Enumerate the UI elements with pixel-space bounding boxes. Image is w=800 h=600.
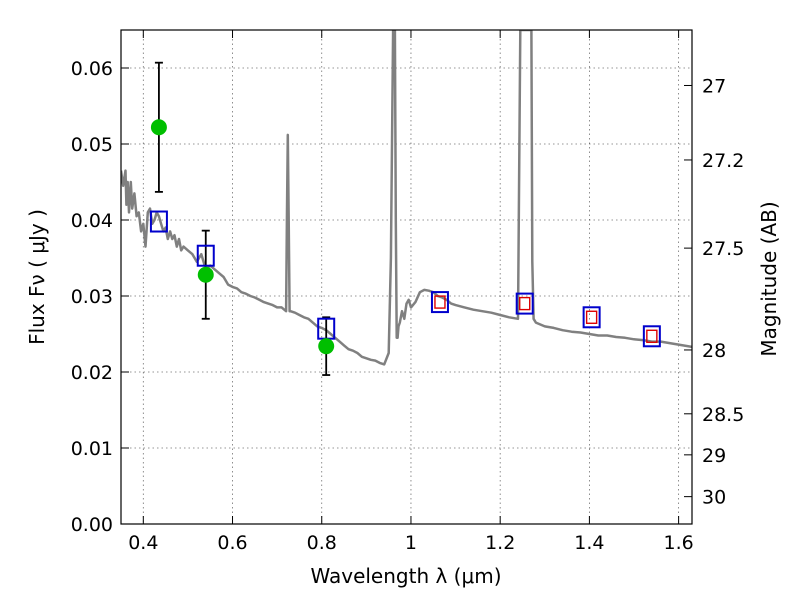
model-band-marker <box>582 306 601 329</box>
y-tick-label: 0.01 <box>71 438 113 460</box>
x-tick-label: 1.2 <box>485 532 515 554</box>
y2-tick-label: 27.5 <box>702 238 744 260</box>
y2-tick-label: 27 <box>702 75 726 97</box>
axis-ticks: 0.4 0.6 0.8 1 1.2 1.4 1.6 0.00 0.01 0.02 0.03 0.04 0… <box>71 30 744 554</box>
upper-limit-marker <box>585 310 598 324</box>
upper-limit-marker <box>519 296 531 311</box>
y2-tick-label: 28.5 <box>702 404 744 426</box>
model-band-marker <box>642 325 661 348</box>
y-tick-label: 0.02 <box>71 362 113 384</box>
y2-tick-label: 30 <box>702 487 726 509</box>
model-band-marker <box>430 291 449 314</box>
model-band-marker <box>149 210 168 233</box>
y-tick-label: 0.04 <box>71 210 113 232</box>
y2-tick-label: 27.2 <box>702 150 744 172</box>
x-tick-label: 1 <box>405 532 417 554</box>
x-tick-label: 0.6 <box>217 532 247 554</box>
upper-limit-marker <box>646 329 658 343</box>
x-axis-label: Wavelength λ (μm) <box>310 564 501 588</box>
y-tick-label: 0.03 <box>71 286 113 308</box>
upper-limit-marker <box>434 295 446 309</box>
x-tick-label: 1.4 <box>574 532 604 554</box>
y2-tick-label: 29 <box>702 445 726 467</box>
observed-flux-point <box>150 119 167 136</box>
plot-area <box>121 30 692 376</box>
y-tick-label: 0.06 <box>71 58 113 80</box>
model-band-marker <box>196 244 215 267</box>
y-axis-label: Flux Fν ( μJy ) <box>25 209 49 345</box>
x-tick-label: 0.8 <box>307 532 337 554</box>
y-tick-label: 0.05 <box>71 134 113 156</box>
y2-axis-label: Magnitude (AB) <box>757 201 781 356</box>
model-band-marker <box>515 292 534 315</box>
plot-frame <box>120 29 693 525</box>
y2-tick-label: 28 <box>702 340 726 362</box>
y-tick-label: 0.00 <box>71 514 113 536</box>
model-spectrum-line <box>121 30 692 366</box>
x-tick-label: 1.6 <box>664 532 694 554</box>
observed-flux-point <box>197 266 214 283</box>
observed-flux-point <box>318 338 335 355</box>
x-tick-label: 0.4 <box>128 532 158 554</box>
